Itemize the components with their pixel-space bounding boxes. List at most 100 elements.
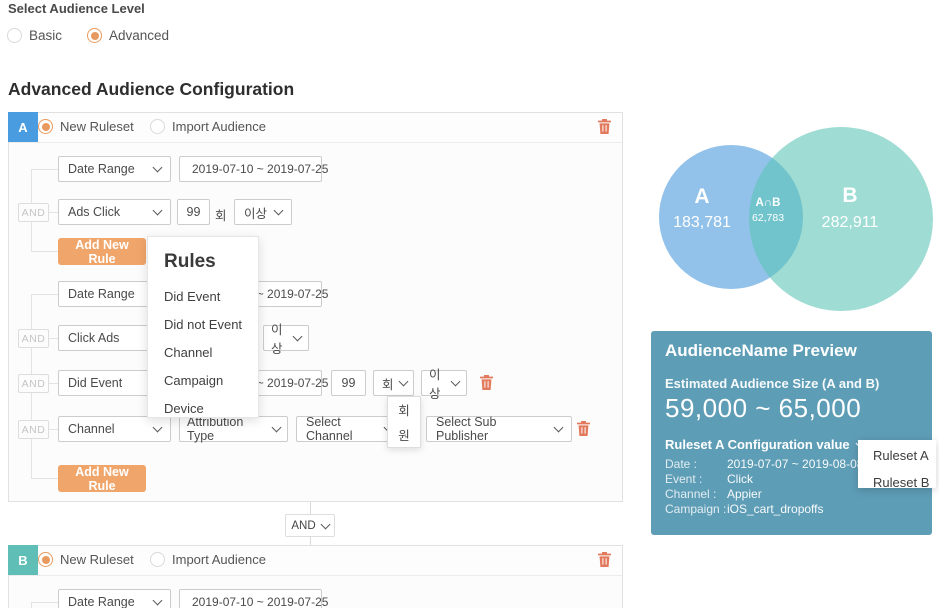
rule-type-value: Ads Click	[68, 205, 121, 219]
import-audience-radio-b[interactable]: Import Audience	[150, 552, 266, 567]
detail-key: Channel :	[665, 487, 717, 501]
unit-option[interactable]: 원	[398, 429, 410, 443]
rules-option-channel[interactable]: Channel	[164, 344, 213, 360]
unit-label: 회	[215, 209, 227, 223]
ruleset-config-dropdown[interactable]: Ruleset A Configuration value	[665, 437, 866, 452]
operator-select[interactable]: 이상	[421, 368, 467, 401]
attribution-type-value: Attribution Type	[187, 415, 244, 443]
detail-key: Date :	[665, 457, 698, 471]
radio-circle	[150, 119, 165, 134]
date-range-value: 2019-07-10 ~ 2019-07-25	[192, 162, 329, 176]
ruleset-a-option[interactable]: Ruleset A	[873, 448, 929, 463]
date-range-field[interactable]: 2019-07-10 ~ 2019-07-25	[179, 589, 328, 608]
venn-b-value: 282,911	[821, 214, 879, 231]
preview-title: AudienceName Preview	[665, 341, 857, 360]
ruleset-b-panel: B New Ruleset Import Audience Date Range…	[8, 545, 623, 608]
radio-advanced[interactable]: Advanced	[87, 28, 169, 43]
ruleset-b-option[interactable]: Ruleset B	[873, 475, 930, 490]
radio-circle	[7, 28, 22, 43]
date-range-field[interactable]: 2019-07-10 ~ 2019-07-25	[179, 156, 328, 182]
rules-popup: Rules Did Event Did not Event Channel Ca…	[147, 236, 259, 418]
rule-type-select[interactable]: Channel	[58, 416, 171, 442]
detail-value: iOS_cart_dropoffs	[727, 502, 824, 516]
joiner-connector	[310, 537, 311, 545]
venn-b-label: B	[842, 184, 858, 207]
new-ruleset-label: New Ruleset	[60, 552, 134, 567]
rules-option-did-not-event[interactable]: Did not Event	[164, 316, 243, 332]
tree-connector	[31, 602, 32, 608]
add-new-rule-button[interactable]: Add New Rule	[58, 465, 146, 493]
ruleset-a-header	[9, 113, 622, 143]
venn-intersection-label: A∩B	[755, 197, 781, 209]
radio-basic[interactable]: Basic	[7, 28, 62, 43]
count-input[interactable]	[331, 370, 366, 396]
operator-value: 이상	[271, 323, 283, 356]
date-range-value: 2019-07-10 ~ 2019-07-25	[192, 595, 329, 608]
channel-select[interactable]: Select Channel	[296, 415, 402, 443]
count-input[interactable]	[177, 199, 210, 225]
rule-type-value: Date Range	[68, 162, 135, 176]
ruleset-selector-menu: Ruleset A Ruleset B	[858, 440, 936, 490]
radio-advanced-label: Advanced	[109, 28, 170, 43]
rules-popup-title: Rules	[164, 251, 216, 272]
ruleset-config-label: Ruleset A Configuration value	[665, 437, 850, 452]
joiner-value: AND	[291, 519, 316, 532]
radio-circle	[87, 28, 102, 43]
chevron-down-icon	[292, 331, 303, 342]
new-ruleset-radio-a[interactable]: New Ruleset	[38, 119, 134, 134]
unit-option[interactable]: 회	[398, 404, 410, 418]
chevron-down-icon	[450, 376, 461, 387]
rules-option-device[interactable]: Device	[164, 400, 204, 416]
tree-connector	[31, 251, 58, 252]
unit-select[interactable]: 회	[373, 370, 414, 396]
operator-select[interactable]: 이상	[263, 323, 309, 356]
chevron-down-icon	[152, 422, 163, 433]
sub-publisher-value: Select Sub Publisher	[436, 415, 497, 443]
estimated-size-value: 59,000 ~ 65,000	[665, 393, 862, 423]
chevron-down-icon	[271, 422, 282, 433]
venn-a-label: A	[694, 185, 710, 208]
add-new-rule-button[interactable]: Add New Rule	[58, 238, 146, 266]
operator-select[interactable]: 이상	[234, 199, 292, 225]
rule-type-select[interactable]: Date Range	[58, 156, 171, 182]
rule-type-value: Click Ads	[68, 331, 120, 345]
and-badge: AND	[18, 374, 49, 393]
ruleset-a-panel: A New Ruleset Import Audience Date Range…	[8, 112, 623, 502]
and-badge: AND	[18, 329, 49, 348]
tree-connector	[31, 478, 58, 479]
delete-rule-button[interactable]	[576, 421, 590, 437]
detail-value: Appier	[727, 487, 762, 501]
ruleset-b-header	[9, 546, 622, 576]
venn-intersection-value: 62,783	[751, 212, 785, 224]
radio-circle	[38, 119, 53, 134]
trash-icon	[597, 119, 611, 134]
rule-type-value: Channel	[68, 422, 115, 436]
audience-level-label: Select Audience Level	[8, 1, 145, 16]
import-audience-label: Import Audience	[172, 552, 266, 567]
radio-circle	[38, 552, 53, 567]
sub-publisher-select[interactable]: Select Sub Publisher	[426, 415, 572, 443]
delete-rule-button[interactable]	[479, 375, 493, 391]
and-badge: AND	[18, 203, 49, 222]
detail-value: 2019-07-07 ~ 2019-08-08	[727, 457, 864, 471]
and-badge: AND	[18, 420, 49, 439]
tree-connector	[31, 294, 58, 295]
rules-option-campaign[interactable]: Campaign	[164, 372, 224, 388]
rule-type-select[interactable]: Ads Click	[58, 199, 171, 225]
detail-key: Campaign :	[665, 502, 727, 516]
import-audience-label: Import Audience	[172, 119, 266, 134]
delete-ruleset-b-button[interactable]	[597, 552, 611, 568]
new-ruleset-radio-b[interactable]: New Ruleset	[38, 552, 134, 567]
new-ruleset-label: New Ruleset	[60, 119, 134, 134]
chevron-down-icon	[320, 519, 331, 529]
chevron-down-icon	[152, 205, 163, 216]
delete-ruleset-a-button[interactable]	[597, 119, 611, 135]
ruleset-joiner-select[interactable]: AND	[285, 514, 335, 537]
import-audience-radio-a[interactable]: Import Audience	[150, 119, 266, 134]
estimated-size-label: Estimated Audience Size (A and B)	[665, 376, 880, 391]
venn-circle-b	[749, 127, 933, 311]
rule-type-select[interactable]: Date Range	[58, 589, 171, 608]
radio-basic-label: Basic	[29, 28, 63, 43]
detail-value: Click	[727, 472, 753, 486]
rules-option-did-event[interactable]: Did Event	[164, 288, 221, 304]
